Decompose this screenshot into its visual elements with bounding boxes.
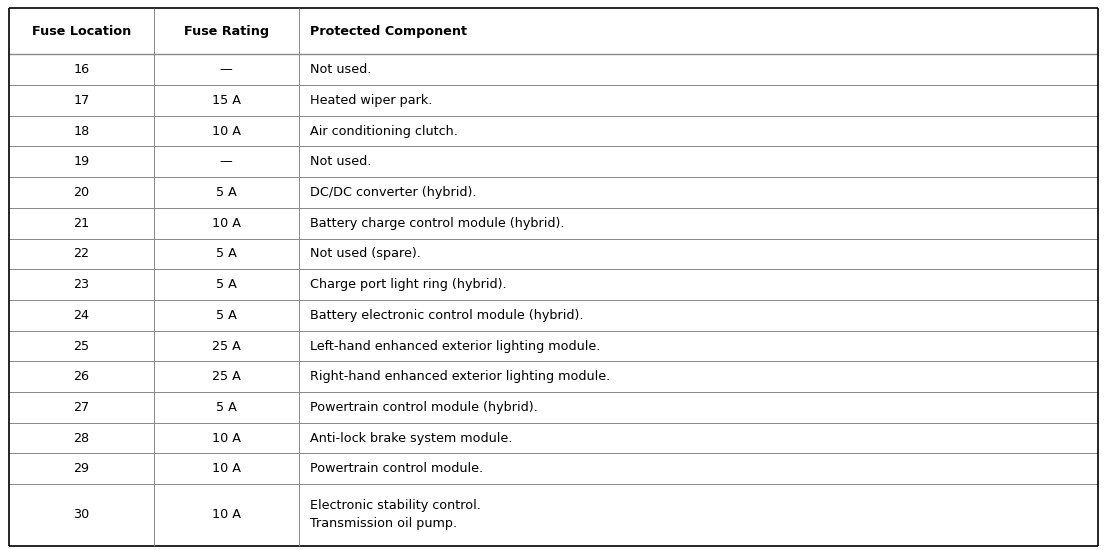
- Text: 16: 16: [73, 63, 90, 76]
- Bar: [154, 54, 299, 85]
- Bar: [9, 423, 154, 454]
- Text: 18: 18: [73, 124, 90, 138]
- Text: 25: 25: [73, 339, 90, 353]
- Bar: [9, 85, 154, 116]
- Text: —: —: [220, 155, 232, 168]
- Text: Battery charge control module (hybrid).: Battery charge control module (hybrid).: [310, 217, 565, 230]
- Bar: [9, 361, 154, 392]
- Bar: [299, 8, 1098, 54]
- Bar: [154, 177, 299, 208]
- Text: 30: 30: [73, 508, 90, 521]
- Text: 10 A: 10 A: [211, 508, 240, 521]
- Text: 5 A: 5 A: [216, 186, 237, 199]
- Text: 10 A: 10 A: [211, 217, 240, 230]
- Text: 21: 21: [73, 217, 90, 230]
- Bar: [299, 270, 1098, 300]
- Text: 19: 19: [73, 155, 90, 168]
- Text: 10 A: 10 A: [211, 432, 240, 444]
- Bar: [154, 331, 299, 361]
- Bar: [9, 239, 154, 270]
- Text: 20: 20: [73, 186, 90, 199]
- Text: Not used (spare).: Not used (spare).: [310, 248, 421, 260]
- Bar: [154, 208, 299, 239]
- Bar: [154, 146, 299, 177]
- Bar: [9, 270, 154, 300]
- Bar: [154, 361, 299, 392]
- Bar: [9, 54, 154, 85]
- Text: —: —: [220, 63, 232, 76]
- Bar: [9, 454, 154, 484]
- Text: 24: 24: [73, 309, 90, 322]
- Text: 5 A: 5 A: [216, 278, 237, 291]
- Bar: [299, 361, 1098, 392]
- Text: Fuse Rating: Fuse Rating: [184, 25, 269, 38]
- Bar: [154, 392, 299, 423]
- Bar: [299, 146, 1098, 177]
- Bar: [299, 454, 1098, 484]
- Bar: [9, 8, 154, 54]
- Bar: [9, 146, 154, 177]
- Text: Left-hand enhanced exterior lighting module.: Left-hand enhanced exterior lighting mod…: [310, 339, 600, 353]
- Text: Right-hand enhanced exterior lighting module.: Right-hand enhanced exterior lighting mo…: [310, 370, 610, 383]
- Bar: [154, 270, 299, 300]
- Bar: [299, 300, 1098, 331]
- Text: 25 A: 25 A: [211, 339, 240, 353]
- Text: Charge port light ring (hybrid).: Charge port light ring (hybrid).: [310, 278, 506, 291]
- Bar: [9, 484, 154, 546]
- Text: 29: 29: [73, 463, 90, 475]
- Bar: [154, 85, 299, 116]
- Text: 10 A: 10 A: [211, 124, 240, 138]
- Text: Powertrain control module.: Powertrain control module.: [310, 463, 483, 475]
- Text: Battery electronic control module (hybrid).: Battery electronic control module (hybri…: [310, 309, 583, 322]
- Bar: [299, 54, 1098, 85]
- Bar: [154, 8, 299, 54]
- Bar: [9, 331, 154, 361]
- Text: Heated wiper park.: Heated wiper park.: [310, 94, 432, 107]
- Text: 5 A: 5 A: [216, 401, 237, 414]
- Text: Electronic stability control.
Transmission oil pump.: Electronic stability control. Transmissi…: [310, 499, 480, 530]
- Text: 23: 23: [73, 278, 90, 291]
- Bar: [299, 116, 1098, 146]
- Text: DC/DC converter (hybrid).: DC/DC converter (hybrid).: [310, 186, 476, 199]
- Bar: [9, 208, 154, 239]
- Text: Powertrain control module (hybrid).: Powertrain control module (hybrid).: [310, 401, 537, 414]
- Text: Protected Component: Protected Component: [310, 25, 467, 38]
- Text: Anti-lock brake system module.: Anti-lock brake system module.: [310, 432, 513, 444]
- Bar: [9, 116, 154, 146]
- Text: Not used.: Not used.: [310, 155, 371, 168]
- Bar: [154, 239, 299, 270]
- Text: 5 A: 5 A: [216, 309, 237, 322]
- Text: 5 A: 5 A: [216, 248, 237, 260]
- Bar: [154, 300, 299, 331]
- Text: 10 A: 10 A: [211, 463, 240, 475]
- Text: 28: 28: [73, 432, 90, 444]
- Bar: [154, 423, 299, 454]
- Bar: [299, 484, 1098, 546]
- Bar: [299, 177, 1098, 208]
- Bar: [154, 454, 299, 484]
- Bar: [9, 392, 154, 423]
- Text: Not used.: Not used.: [310, 63, 371, 76]
- Bar: [299, 331, 1098, 361]
- Text: 15 A: 15 A: [211, 94, 240, 107]
- Bar: [9, 177, 154, 208]
- Bar: [299, 423, 1098, 454]
- Text: 17: 17: [73, 94, 90, 107]
- Bar: [299, 239, 1098, 270]
- Bar: [299, 208, 1098, 239]
- Text: 22: 22: [73, 248, 90, 260]
- Bar: [154, 116, 299, 146]
- Text: 26: 26: [73, 370, 90, 383]
- Text: 25 A: 25 A: [211, 370, 240, 383]
- Text: Air conditioning clutch.: Air conditioning clutch.: [310, 124, 457, 138]
- Text: Fuse Location: Fuse Location: [32, 25, 131, 38]
- Bar: [154, 484, 299, 546]
- Text: 27: 27: [73, 401, 90, 414]
- Bar: [299, 85, 1098, 116]
- Bar: [9, 300, 154, 331]
- Bar: [299, 392, 1098, 423]
